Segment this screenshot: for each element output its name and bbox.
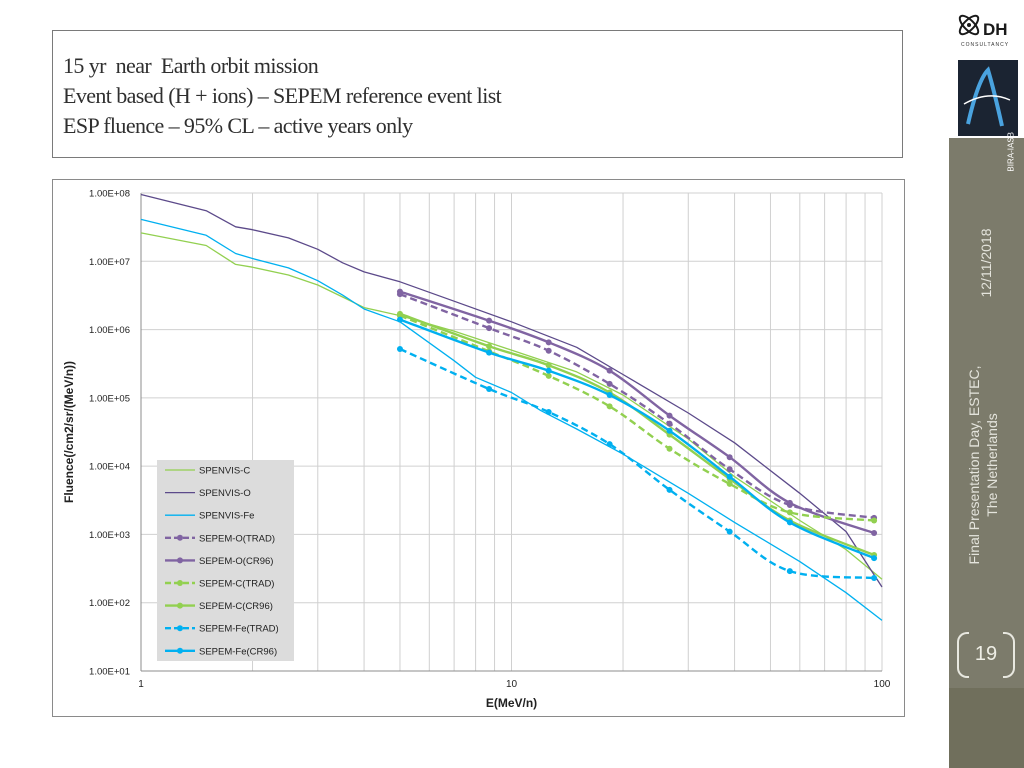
x-tick-label: 10 xyxy=(506,679,518,690)
data-point xyxy=(871,555,878,562)
data-point xyxy=(486,325,493,332)
data-point xyxy=(726,480,733,487)
legend-marker xyxy=(177,647,183,654)
data-point xyxy=(545,347,552,354)
dh-consultancy-logo: DH CONSULTANCY xyxy=(955,6,1021,54)
y-tick-label: 1.00E+07 xyxy=(89,257,130,268)
x-axis-title: E(MeV/n) xyxy=(486,696,537,710)
footer-line-1: Final Presentation Day, ESTEC, xyxy=(966,365,982,565)
data-point xyxy=(666,412,673,419)
legend-label: SPENVIS-Fe xyxy=(199,511,254,522)
data-point xyxy=(396,288,403,295)
data-point xyxy=(871,575,878,582)
data-point xyxy=(606,403,613,410)
data-point xyxy=(726,466,733,473)
data-point xyxy=(545,409,552,416)
series-line-sepem-c-trad- xyxy=(399,314,875,522)
y-tick-label: 1.00E+04 xyxy=(89,462,130,473)
data-point xyxy=(786,499,793,506)
series-line-sepem-o-trad- xyxy=(399,293,875,519)
x-tick-label: 100 xyxy=(874,679,891,690)
data-point xyxy=(545,367,552,374)
data-point xyxy=(545,362,552,369)
series-line-sepem-c-cr96- xyxy=(399,312,875,557)
chart-frame: 1.00E+01 1.00E+02 1.00E+03 1.00E+04 1.00E+05… xyxy=(52,179,905,717)
legend-label: SEPEM-C(CR96) xyxy=(199,601,273,612)
legend-marker xyxy=(177,534,183,541)
data-point xyxy=(666,486,673,493)
footer-line-2: The Netherlands xyxy=(984,413,1000,517)
y-tick-label: 1.00E+06 xyxy=(89,325,130,336)
sidebar-panel xyxy=(949,138,1024,688)
series-line-spenvis-o xyxy=(140,193,883,588)
data-point xyxy=(486,317,493,324)
title-line-1: 15 yr near Earth orbit mission xyxy=(63,53,319,78)
legend-label: SEPEM-Fe(CR96) xyxy=(199,646,277,657)
bira-a-icon xyxy=(963,66,1011,127)
data-point xyxy=(666,427,673,434)
data-point xyxy=(545,372,552,379)
y-tick-label: 1.00E+02 xyxy=(89,598,130,609)
legend-label: SPENVIS-C xyxy=(199,466,250,477)
legend-label: SEPEM-C(TRAD) xyxy=(199,579,274,590)
legend-label: SPENVIS-O xyxy=(199,488,251,499)
data-point xyxy=(396,345,403,352)
data-point xyxy=(726,528,733,535)
data-point xyxy=(486,343,493,350)
x-tick-label: 1 xyxy=(138,679,144,690)
slide-date: 12/11/2018 xyxy=(978,228,994,298)
data-point xyxy=(786,519,793,526)
data-point xyxy=(606,367,613,374)
y-tick-label: 1.00E+03 xyxy=(89,530,130,541)
data-point xyxy=(486,385,493,392)
series-line-spenvis-fe xyxy=(140,218,883,621)
data-point xyxy=(396,310,403,317)
data-point xyxy=(606,392,613,399)
bira-iasb-logo: BIRA-IASB xyxy=(958,60,1018,172)
title-line-3: ESP fluence – 95% CL – active years only xyxy=(63,113,413,138)
data-point xyxy=(871,517,878,524)
data-point xyxy=(726,454,733,461)
legend-marker xyxy=(177,580,183,586)
data-point xyxy=(786,509,793,516)
legend-marker xyxy=(177,625,183,632)
dh-logo-subtext: CONSULTANCY xyxy=(961,42,1010,48)
data-point xyxy=(396,316,403,323)
y-axis-title: Fluence(/cm2/sr/(MeV/n)) xyxy=(62,361,76,503)
legend-label: SEPEM-Fe(TRAD) xyxy=(199,624,279,635)
data-point xyxy=(666,420,673,427)
title-line-2: Event based (H + ions) – SEPEM reference… xyxy=(63,83,502,108)
page-number: 19 xyxy=(955,630,1017,678)
data-point xyxy=(786,568,793,575)
bira-logo-text: BIRA-IASB xyxy=(1007,132,1016,172)
y-tick-label: 1.00E+05 xyxy=(89,393,130,404)
data-point xyxy=(726,473,733,480)
legend-label: SEPEM-O(CR96) xyxy=(199,556,273,567)
data-point xyxy=(545,339,552,346)
data-point xyxy=(606,380,613,387)
series-line-sepem-o-cr96- xyxy=(399,290,875,535)
y-tick-label: 1.00E+01 xyxy=(89,667,130,678)
data-point xyxy=(666,445,673,452)
data-point xyxy=(871,529,878,536)
slide-footer: Final Presentation Day, ESTEC, The Nethe… xyxy=(965,366,1001,565)
y-tick-label: 1.00E+08 xyxy=(89,189,130,200)
data-point xyxy=(606,441,613,448)
data-point xyxy=(486,349,493,356)
legend-marker xyxy=(177,602,183,609)
legend-label: SEPEM-O(TRAD) xyxy=(199,533,275,544)
dh-logo-text: DH xyxy=(983,20,1008,39)
title-box: 15 yr near Earth orbit mission Event bas… xyxy=(52,30,903,158)
legend-marker xyxy=(177,557,183,564)
dh-atom-icon xyxy=(958,14,980,36)
fluence-chart: 1.00E+01 1.00E+02 1.00E+03 1.00E+04 1.00E+05… xyxy=(62,189,891,711)
